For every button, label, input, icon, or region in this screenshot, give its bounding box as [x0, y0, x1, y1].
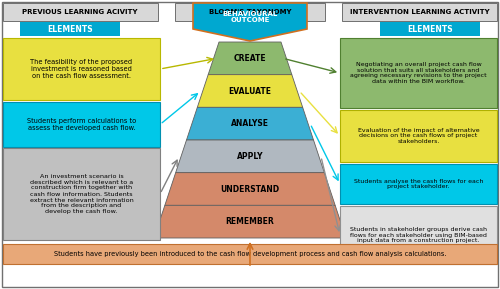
Polygon shape: [193, 3, 307, 41]
Text: INTERVENTION LEARNING ACTIVITY: INTERVENTION LEARNING ACTIVITY: [350, 9, 490, 15]
FancyBboxPatch shape: [3, 102, 160, 147]
Text: REMEMBER: REMEMBER: [226, 217, 274, 226]
FancyBboxPatch shape: [340, 38, 497, 108]
Text: EVALUATE: EVALUATE: [228, 86, 272, 95]
FancyBboxPatch shape: [3, 3, 158, 21]
Text: UNDERSTAND: UNDERSTAND: [220, 184, 280, 194]
FancyBboxPatch shape: [340, 164, 497, 204]
Text: Negotiating an overall project cash flow
solution that suits all stakeholders an: Negotiating an overall project cash flow…: [350, 62, 487, 84]
FancyBboxPatch shape: [340, 206, 497, 264]
Text: ELEMENTS: ELEMENTS: [47, 25, 93, 34]
FancyBboxPatch shape: [340, 110, 497, 162]
Polygon shape: [176, 140, 324, 173]
FancyBboxPatch shape: [380, 22, 480, 36]
Text: Students analyse the cash flows for each
project stakeholder.: Students analyse the cash flows for each…: [354, 179, 483, 189]
Text: BEHAVIOURAL
OUTCOME: BEHAVIOURAL OUTCOME: [222, 11, 278, 23]
FancyBboxPatch shape: [3, 244, 497, 264]
Text: Evaluation of the impact of alternative
decisions on the cash flows of project
s: Evaluation of the impact of alternative …: [358, 128, 480, 144]
FancyBboxPatch shape: [175, 3, 325, 21]
Polygon shape: [186, 107, 314, 140]
FancyBboxPatch shape: [3, 38, 160, 100]
Text: CREATE: CREATE: [234, 54, 266, 63]
Text: Students have previously been introduced to the cash flow development process an: Students have previously been introduced…: [54, 251, 446, 257]
Polygon shape: [154, 205, 346, 238]
Text: Students in stakeholder groups derive cash
flows for each stakeholder using BIM-: Students in stakeholder groups derive ca…: [350, 227, 487, 243]
Text: Students perform calculations to
assess the developed cash flow.: Students perform calculations to assess …: [27, 118, 136, 131]
Text: ANALYSE: ANALYSE: [231, 119, 269, 128]
Polygon shape: [208, 42, 292, 75]
Polygon shape: [165, 173, 335, 205]
Text: APPLY: APPLY: [237, 152, 263, 161]
FancyBboxPatch shape: [342, 3, 497, 21]
Text: PREVIOUS LEARNING ACIVITY: PREVIOUS LEARNING ACIVITY: [22, 9, 138, 15]
Text: The feasibility of the proposed
investment is reasoned based
on the cash flow as: The feasibility of the proposed investme…: [30, 59, 132, 79]
Text: An investment scenario is
described which is relevant to a
construction firm tog: An investment scenario is described whic…: [30, 173, 134, 214]
Text: ELEMENTS: ELEMENTS: [407, 25, 453, 34]
FancyBboxPatch shape: [3, 148, 160, 240]
Text: BLOOM'S TAXONOMY: BLOOM'S TAXONOMY: [209, 9, 291, 15]
FancyBboxPatch shape: [2, 2, 498, 287]
FancyBboxPatch shape: [20, 22, 120, 36]
Polygon shape: [198, 75, 302, 107]
